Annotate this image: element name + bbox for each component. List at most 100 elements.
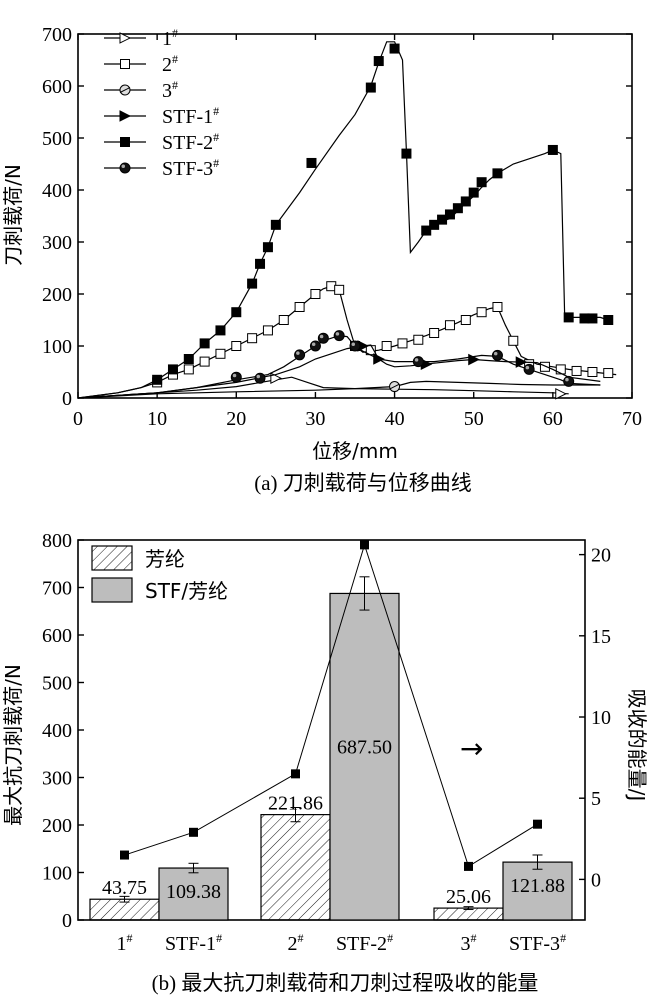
energy-point (464, 861, 473, 871)
series-stf-2-point (547, 144, 558, 155)
series-stf-3 (77, 330, 601, 399)
series-stf-2-point (255, 258, 266, 269)
label-part: 3 (162, 80, 172, 102)
series-2-point (587, 367, 598, 377)
category-label-3: 3# (461, 931, 477, 955)
series-stf-1 (77, 340, 601, 399)
label-superscript: # (213, 104, 219, 118)
series-2-point (231, 341, 242, 351)
x-axis-title-a: 位移/mm (312, 439, 398, 463)
legend-item-aramid: 芳纶 (91, 545, 185, 571)
caption-b: (b) 最大抗刀刺载荷和刀刺过程吸收的能量 (152, 971, 539, 995)
series-stf-2-point (429, 219, 440, 230)
series-stf-3-point-highlight (335, 332, 340, 336)
label-part: STF-2 (336, 933, 387, 955)
y-axis-title-a: 刀刺载荷/N (1, 164, 25, 266)
series-stf-3-point-disc (491, 349, 503, 361)
label-superscript: # (213, 130, 219, 144)
series-1-point (555, 388, 567, 400)
series-2-point (460, 315, 471, 325)
series-3-line (77, 380, 601, 399)
y-tick-label-a: 300 (42, 232, 72, 254)
legend-item-stf-3-swatch-marker-disc (119, 162, 131, 174)
legend-item-stf-3-label: STF-3# (162, 156, 219, 180)
x-tick-label-a: 50 (464, 408, 484, 430)
series-stf-3-point-disc (230, 371, 242, 383)
y-tick-label-b: 600 (42, 625, 72, 647)
x-tick-label-a: 60 (543, 408, 563, 430)
y-tick-label-b: 700 (42, 578, 72, 600)
series-2-point (571, 365, 582, 376)
series-stf-2-point (270, 219, 281, 230)
y-tick-label-right-b: 10 (591, 707, 611, 729)
series-stf-3-point-disc (309, 340, 321, 352)
legend-item-2-label: 2# (162, 52, 178, 76)
bar-chart-b: 0 100 200 300 400 500 600 700 800 0 5 10 15 20 43.75 1… (1, 530, 649, 995)
x-tick-label-a: 40 (385, 408, 405, 430)
label-superscript: # (471, 931, 477, 945)
y-tick-label-right-b: 0 (591, 869, 601, 891)
series-stf-3-point-highlight (232, 373, 237, 378)
series-2-point (381, 341, 392, 351)
energy-line (124, 543, 538, 868)
series-stf-3-point-highlight (414, 358, 419, 362)
legend-item-2-swatch-marker (120, 59, 130, 69)
bar-stf-1 (158, 867, 229, 921)
x-tick-label-a: 20 (226, 408, 246, 430)
y-tick-label-b: 300 (42, 768, 72, 790)
series-2-point (397, 338, 408, 349)
series-stf-2-point (183, 354, 194, 364)
series-stf-2-point (152, 374, 163, 385)
x-tick-label-a: 0 (73, 408, 83, 430)
y-tick-label-b: 400 (42, 720, 72, 742)
legend-item-stf-2: STF-2# (104, 130, 219, 154)
bar-3-value-label: 25.06 (446, 886, 491, 908)
arrow-indicator: → (460, 732, 483, 765)
bar-2-value-label: 221.86 (268, 793, 323, 815)
bar-stf-3-value-label: 121.88 (510, 875, 565, 897)
series-stf-3-point-disc (333, 330, 345, 342)
legend-item-aramid-label: 芳纶 (145, 547, 185, 571)
series-stf-2-point (167, 364, 178, 375)
plot-frame-a (77, 33, 633, 399)
y-tick-label-b: 500 (42, 673, 72, 695)
series-stf-3-point (333, 330, 345, 342)
series-stf-3-point (491, 349, 503, 361)
series-2-point (334, 284, 345, 295)
series-stf-3-point-highlight (493, 351, 498, 356)
series-1-line (77, 376, 569, 399)
label-part: STF-1 (162, 106, 213, 128)
series-stf-2-point (215, 325, 226, 336)
y-tick-label-b: 0 (62, 910, 72, 932)
y-tick-label-a: 600 (42, 76, 72, 98)
series-stf-2-point (421, 225, 432, 236)
series-3-point-cross (389, 383, 400, 390)
legend-item-stf-aramid-swatch (91, 577, 133, 603)
series-2-point (603, 368, 614, 379)
y-tick-label-a: 500 (42, 128, 72, 150)
series-stf-2-point (468, 187, 479, 198)
label-superscript: # (213, 156, 219, 170)
series-2-point (555, 364, 566, 375)
legend-item-stf-aramid-label: STF/芳纶 (145, 579, 228, 603)
legend-item-stf-1: STF-1# (104, 104, 219, 128)
legend-item-1-swatch-marker (119, 32, 132, 44)
series-stf-2-point (476, 177, 487, 188)
series-stf-2-point (231, 307, 242, 318)
y-tick-label-b: 200 (42, 815, 72, 837)
series-stf-2-point (460, 196, 471, 207)
series-stf-2-point (247, 278, 258, 289)
series-2-point (294, 302, 305, 312)
series-stf-3-point-disc (563, 375, 575, 387)
label-part: STF-3 (509, 933, 560, 955)
label-superscript: # (172, 26, 178, 40)
legend-item-1: 1# (104, 26, 178, 50)
bar-2 (260, 814, 331, 921)
series-2-point (492, 302, 503, 312)
series-2-point (539, 361, 550, 372)
y-tick-label-right-b: 20 (591, 545, 611, 567)
legend-item-stf-3-swatch-marker (119, 162, 131, 174)
series-stf-3-point (412, 356, 424, 368)
category-label-stf-2: STF-2# (336, 931, 393, 955)
series-2-point (476, 307, 487, 318)
